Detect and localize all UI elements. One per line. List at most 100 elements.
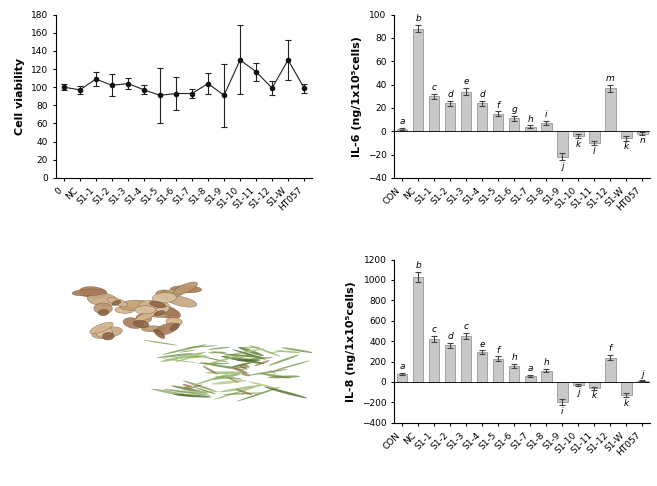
Y-axis label: IL-6 (ng/1x10⁵cells): IL-6 (ng/1x10⁵cells) xyxy=(352,36,362,156)
Ellipse shape xyxy=(210,350,254,361)
Text: b: b xyxy=(415,261,421,270)
Text: d: d xyxy=(447,332,453,341)
Ellipse shape xyxy=(107,297,127,307)
Ellipse shape xyxy=(170,286,202,293)
Bar xyxy=(445,345,455,382)
Ellipse shape xyxy=(135,306,156,314)
Ellipse shape xyxy=(154,329,165,339)
Bar xyxy=(509,119,520,131)
Bar xyxy=(573,382,583,385)
Ellipse shape xyxy=(120,300,150,311)
Ellipse shape xyxy=(200,363,245,370)
Ellipse shape xyxy=(152,293,177,303)
Ellipse shape xyxy=(184,384,202,390)
Ellipse shape xyxy=(112,300,121,305)
Ellipse shape xyxy=(154,305,179,316)
Ellipse shape xyxy=(264,387,307,399)
Bar xyxy=(525,126,535,131)
Bar xyxy=(637,131,648,134)
Bar xyxy=(413,277,423,382)
Ellipse shape xyxy=(269,355,300,365)
Text: c: c xyxy=(432,83,437,92)
Bar xyxy=(622,382,631,395)
Ellipse shape xyxy=(189,355,206,358)
Ellipse shape xyxy=(183,384,191,387)
Bar xyxy=(525,376,535,382)
Ellipse shape xyxy=(102,332,114,340)
Ellipse shape xyxy=(221,356,264,364)
Ellipse shape xyxy=(154,311,165,315)
Ellipse shape xyxy=(237,387,281,401)
Ellipse shape xyxy=(136,313,152,323)
Ellipse shape xyxy=(249,369,288,376)
Text: l: l xyxy=(593,147,596,156)
Ellipse shape xyxy=(215,376,242,380)
Ellipse shape xyxy=(170,324,179,330)
Ellipse shape xyxy=(198,363,230,364)
Ellipse shape xyxy=(141,326,165,332)
Ellipse shape xyxy=(249,345,281,356)
Bar xyxy=(541,371,551,382)
Bar xyxy=(605,88,616,131)
Text: a: a xyxy=(399,117,405,126)
Ellipse shape xyxy=(157,353,194,358)
Ellipse shape xyxy=(183,385,193,388)
Text: k: k xyxy=(623,142,629,151)
Bar xyxy=(477,352,487,382)
Ellipse shape xyxy=(171,385,208,394)
Ellipse shape xyxy=(187,346,217,347)
Bar xyxy=(541,123,551,131)
Ellipse shape xyxy=(269,351,284,353)
Ellipse shape xyxy=(160,352,206,362)
Ellipse shape xyxy=(160,289,183,298)
Text: k: k xyxy=(592,392,597,400)
Text: i: i xyxy=(545,110,547,119)
Text: j: j xyxy=(577,388,579,397)
Text: c: c xyxy=(432,325,437,334)
Ellipse shape xyxy=(192,374,229,386)
Bar xyxy=(445,103,455,131)
Text: i: i xyxy=(561,407,564,417)
Bar xyxy=(429,339,440,382)
Ellipse shape xyxy=(194,387,216,394)
Ellipse shape xyxy=(223,393,262,395)
Ellipse shape xyxy=(211,380,247,384)
Ellipse shape xyxy=(228,378,239,382)
Ellipse shape xyxy=(219,385,263,392)
Ellipse shape xyxy=(79,287,107,298)
Ellipse shape xyxy=(237,359,261,361)
Text: a: a xyxy=(528,364,533,373)
Ellipse shape xyxy=(275,350,301,353)
Ellipse shape xyxy=(166,317,182,326)
Bar xyxy=(397,374,407,382)
Ellipse shape xyxy=(238,365,247,370)
Text: d: d xyxy=(480,90,485,99)
Text: h: h xyxy=(528,115,533,123)
Ellipse shape xyxy=(233,349,254,356)
Ellipse shape xyxy=(226,366,250,368)
Bar xyxy=(622,131,631,138)
Text: k: k xyxy=(576,140,581,149)
Ellipse shape xyxy=(139,306,171,317)
Ellipse shape xyxy=(173,394,212,398)
Text: n: n xyxy=(639,137,645,145)
Ellipse shape xyxy=(183,381,217,392)
Bar xyxy=(589,131,600,143)
Ellipse shape xyxy=(239,347,260,348)
Ellipse shape xyxy=(214,387,255,399)
Ellipse shape xyxy=(212,374,240,380)
Text: j: j xyxy=(561,162,564,171)
Ellipse shape xyxy=(186,356,210,358)
Ellipse shape xyxy=(249,357,273,359)
Ellipse shape xyxy=(205,371,249,374)
Bar xyxy=(413,29,423,131)
Ellipse shape xyxy=(92,327,122,338)
Ellipse shape xyxy=(244,353,266,360)
Ellipse shape xyxy=(151,304,181,319)
Ellipse shape xyxy=(203,357,229,363)
Ellipse shape xyxy=(95,327,112,337)
Ellipse shape xyxy=(203,355,240,366)
Ellipse shape xyxy=(179,350,196,352)
Bar xyxy=(461,336,472,382)
Ellipse shape xyxy=(221,348,265,357)
